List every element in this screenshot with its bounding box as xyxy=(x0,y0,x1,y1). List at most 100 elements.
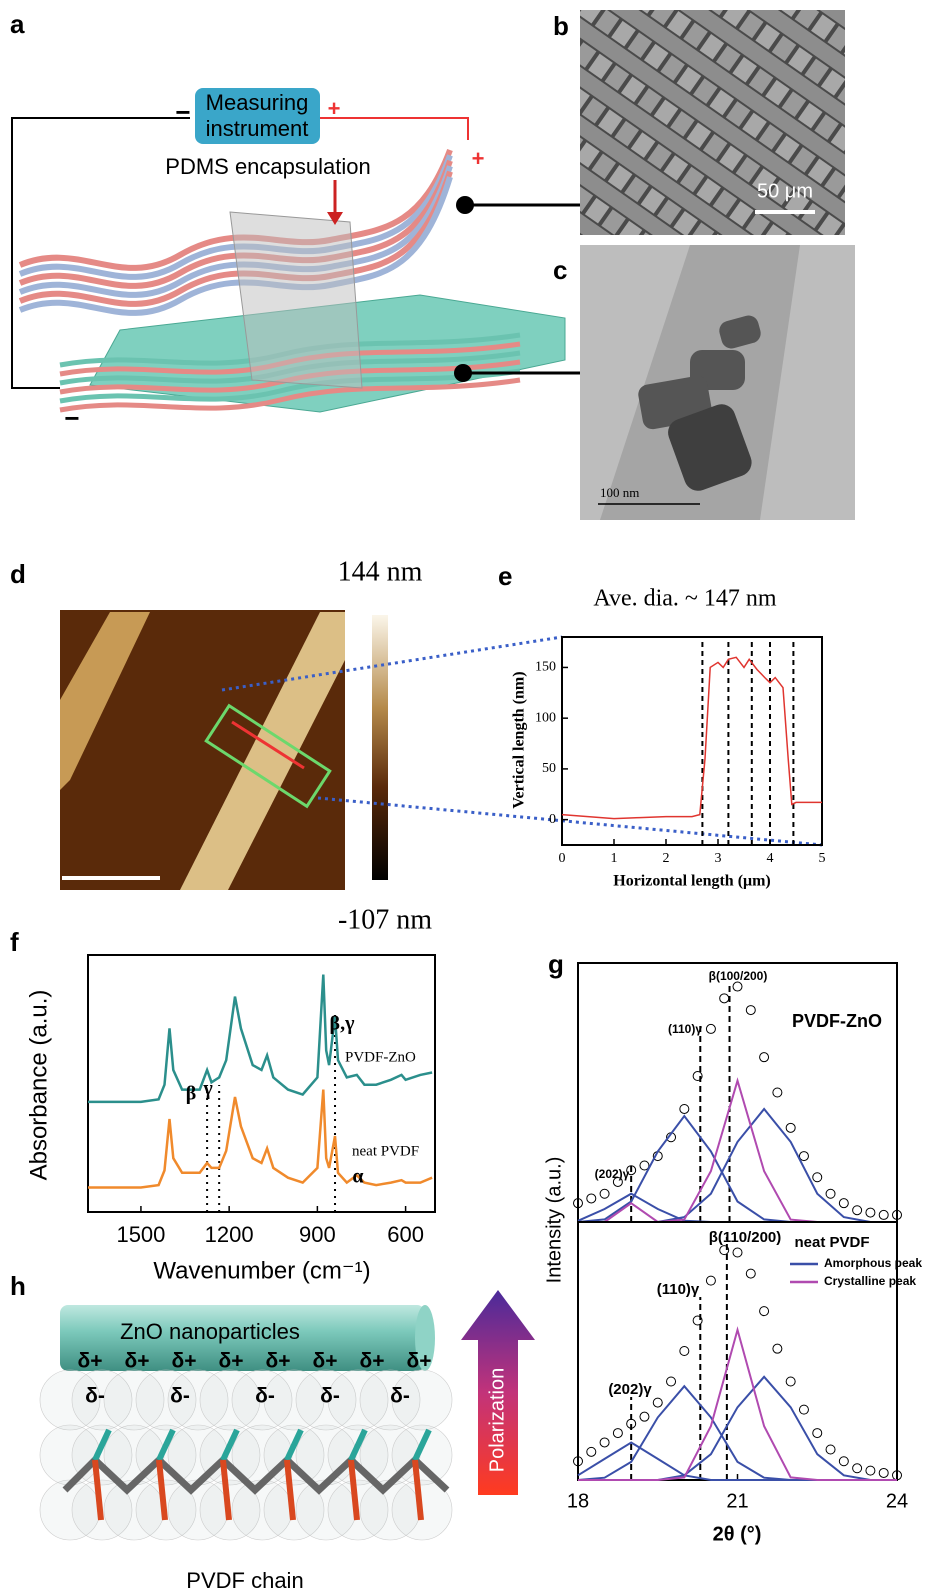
plus-sign: + xyxy=(328,96,341,121)
data-point xyxy=(813,1429,822,1438)
x-tick-label: 21 xyxy=(726,1490,748,1512)
data-point xyxy=(786,1123,795,1132)
data-point xyxy=(866,1466,875,1475)
data-point xyxy=(879,1468,888,1477)
data-point xyxy=(760,1307,769,1316)
data-point xyxy=(799,1152,808,1161)
minus-sign: − xyxy=(64,403,79,433)
series-label: neat PVDF xyxy=(352,1143,419,1159)
panel-label: b xyxy=(553,11,569,41)
annotation: β(100/200) xyxy=(709,969,768,983)
data-point xyxy=(826,1189,835,1198)
arrow-label: Polarization xyxy=(486,1368,508,1473)
annotation: β,γ xyxy=(330,1013,356,1035)
x-tick-label: 5 xyxy=(819,851,826,866)
data-point xyxy=(746,1006,755,1015)
zno-pvdf-diagram: ZnO nanoparticles PVDF chain δ+ δ+ δ+ δ+ δ+ δ… xyxy=(40,1290,535,1593)
data-point xyxy=(773,1088,782,1097)
charge-plus: δ+ xyxy=(266,1350,291,1373)
series-line xyxy=(578,1203,897,1222)
chart-title: neat PVDF xyxy=(794,1234,869,1251)
data-point xyxy=(799,1405,808,1414)
plot-frame xyxy=(562,637,822,845)
colorbar-max: 144 nm xyxy=(338,556,423,587)
data-point xyxy=(866,1208,875,1217)
x-tick-label: 1200 xyxy=(205,1222,254,1247)
chart-title: PVDF-ZnO xyxy=(792,1011,882,1031)
chart-title: Ave. dia. ~ 147 nm xyxy=(593,586,777,612)
series-line xyxy=(562,657,822,818)
data-point xyxy=(839,1199,848,1208)
panel-label: f xyxy=(10,927,19,957)
data-point xyxy=(720,994,729,1003)
charge-plus: δ+ xyxy=(219,1350,244,1373)
x-axis-label: Wavenumber (cm⁻¹) xyxy=(153,1257,370,1284)
data-point xyxy=(640,1412,649,1421)
charge-minus: δ- xyxy=(320,1385,340,1408)
device-schematic: Measuringinstrument−++−PDMS encapsulatio… xyxy=(12,88,583,433)
y-tick-label: 150 xyxy=(535,660,556,675)
data-point xyxy=(733,1248,742,1257)
data-point xyxy=(839,1457,848,1466)
data-point xyxy=(600,1189,609,1198)
panel-label: h xyxy=(10,1271,26,1301)
data-point xyxy=(587,1194,596,1203)
annotation: γ xyxy=(202,1078,213,1100)
data-point xyxy=(879,1210,888,1219)
chart: 182124neat PVDF2θ (°)β(110/200)(110)γ(20… xyxy=(567,1222,922,1545)
zoom-line xyxy=(318,798,822,845)
series-line xyxy=(88,975,432,1102)
x-tick-label: 2 xyxy=(663,851,670,866)
x-tick-label: 0 xyxy=(559,851,566,866)
instrument-label: Measuring xyxy=(206,90,309,115)
data-point xyxy=(813,1173,822,1182)
panel-label: d xyxy=(10,559,26,589)
x-tick-label: 900 xyxy=(299,1222,336,1247)
panel-label: a xyxy=(10,9,25,39)
x-tick-label: 1 xyxy=(611,851,618,866)
data-point xyxy=(600,1438,609,1447)
annotation: (110)γ xyxy=(668,1022,702,1036)
x-tick-label: 24 xyxy=(886,1490,908,1512)
y-axis-label: Vertical length (nm) xyxy=(511,671,528,808)
charge-plus: δ+ xyxy=(313,1350,338,1373)
x-tick-label: 4 xyxy=(767,851,774,866)
x-tick-label: 3 xyxy=(715,851,722,866)
data-point xyxy=(706,1276,715,1285)
series-line xyxy=(578,1386,897,1480)
chain-label: PVDF chain xyxy=(186,1568,303,1593)
plot-frame xyxy=(578,963,897,1222)
annotation: β(110/200) xyxy=(709,1229,782,1246)
panel-label: c xyxy=(553,255,567,285)
encapsulation-label: PDMS encapsulation xyxy=(165,154,370,179)
charge-plus: δ+ xyxy=(172,1350,197,1373)
colorbar xyxy=(372,615,388,880)
cylinder-label: ZnO nanoparticles xyxy=(120,1319,300,1344)
data-point xyxy=(773,1344,782,1353)
scale-label: 50 μm xyxy=(757,180,813,202)
data-point xyxy=(853,1464,862,1473)
x-tick-label: 1500 xyxy=(116,1222,165,1247)
x-tick-label: 600 xyxy=(387,1222,424,1247)
panel-label: g xyxy=(548,949,564,979)
data-point xyxy=(680,1104,689,1113)
data-point xyxy=(587,1447,596,1456)
charge-minus: δ- xyxy=(170,1385,190,1408)
colorbar-min: -107 nm xyxy=(338,904,432,935)
charge-minus: δ- xyxy=(255,1385,275,1408)
annotation: (110)γ xyxy=(657,1281,700,1298)
series-line xyxy=(88,1090,432,1188)
data-point xyxy=(667,1377,676,1386)
series-line xyxy=(578,1330,897,1480)
data-point xyxy=(680,1347,689,1356)
annotation: α xyxy=(352,1166,363,1188)
wire xyxy=(320,118,468,140)
charge-plus: δ+ xyxy=(78,1350,103,1373)
data-point xyxy=(733,982,742,991)
data-point xyxy=(786,1377,795,1386)
pdms-box xyxy=(230,212,362,388)
annotation: (202)γ xyxy=(608,1381,652,1398)
data-point xyxy=(693,1316,702,1325)
